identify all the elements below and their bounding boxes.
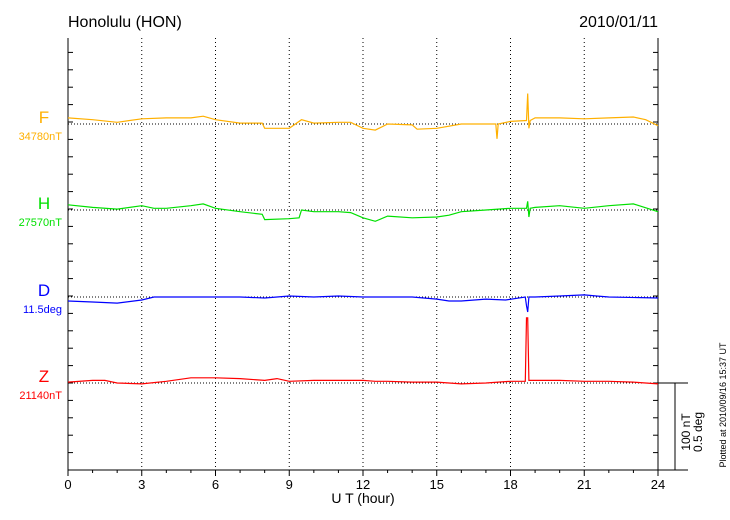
- x-tick-label: 21: [577, 477, 591, 492]
- scale-label-deg: 0.5 deg: [691, 412, 705, 452]
- scale-label-nt: 100 nT: [679, 413, 693, 451]
- chart-date: 2010/01/11: [579, 14, 658, 31]
- x-tick-label: 12: [356, 477, 370, 492]
- baseline-value-z: 21140nT: [19, 390, 62, 402]
- series-label-d: D: [38, 281, 50, 300]
- series-line-f: [67, 93, 659, 139]
- baseline-value-f: 34780nT: [19, 131, 63, 143]
- x-tick-label: 9: [286, 477, 293, 492]
- chart-title: Honolulu (HON): [68, 14, 182, 31]
- x-axis-label: U T (hour): [331, 490, 394, 506]
- series-label-z: Z: [39, 367, 49, 386]
- x-tick-label: 3: [138, 477, 145, 492]
- series-label-f: F: [39, 108, 49, 127]
- series-line-h: [67, 201, 659, 222]
- x-tick-label: 6: [212, 477, 219, 492]
- plotted-at-note: Plotted at 2010/09/16 15:37 UT: [718, 342, 728, 468]
- x-tick-label: 24: [651, 477, 665, 492]
- x-tick-label: 15: [430, 477, 444, 492]
- baseline-value-d: 11.5deg: [23, 304, 62, 316]
- x-tick-label: 18: [503, 477, 517, 492]
- x-tick-label: 0: [64, 477, 71, 492]
- series-label-h: H: [38, 194, 50, 213]
- series-line-z: [67, 317, 659, 385]
- baseline-value-h: 27570nT: [19, 217, 63, 229]
- series-line-d: [67, 294, 659, 313]
